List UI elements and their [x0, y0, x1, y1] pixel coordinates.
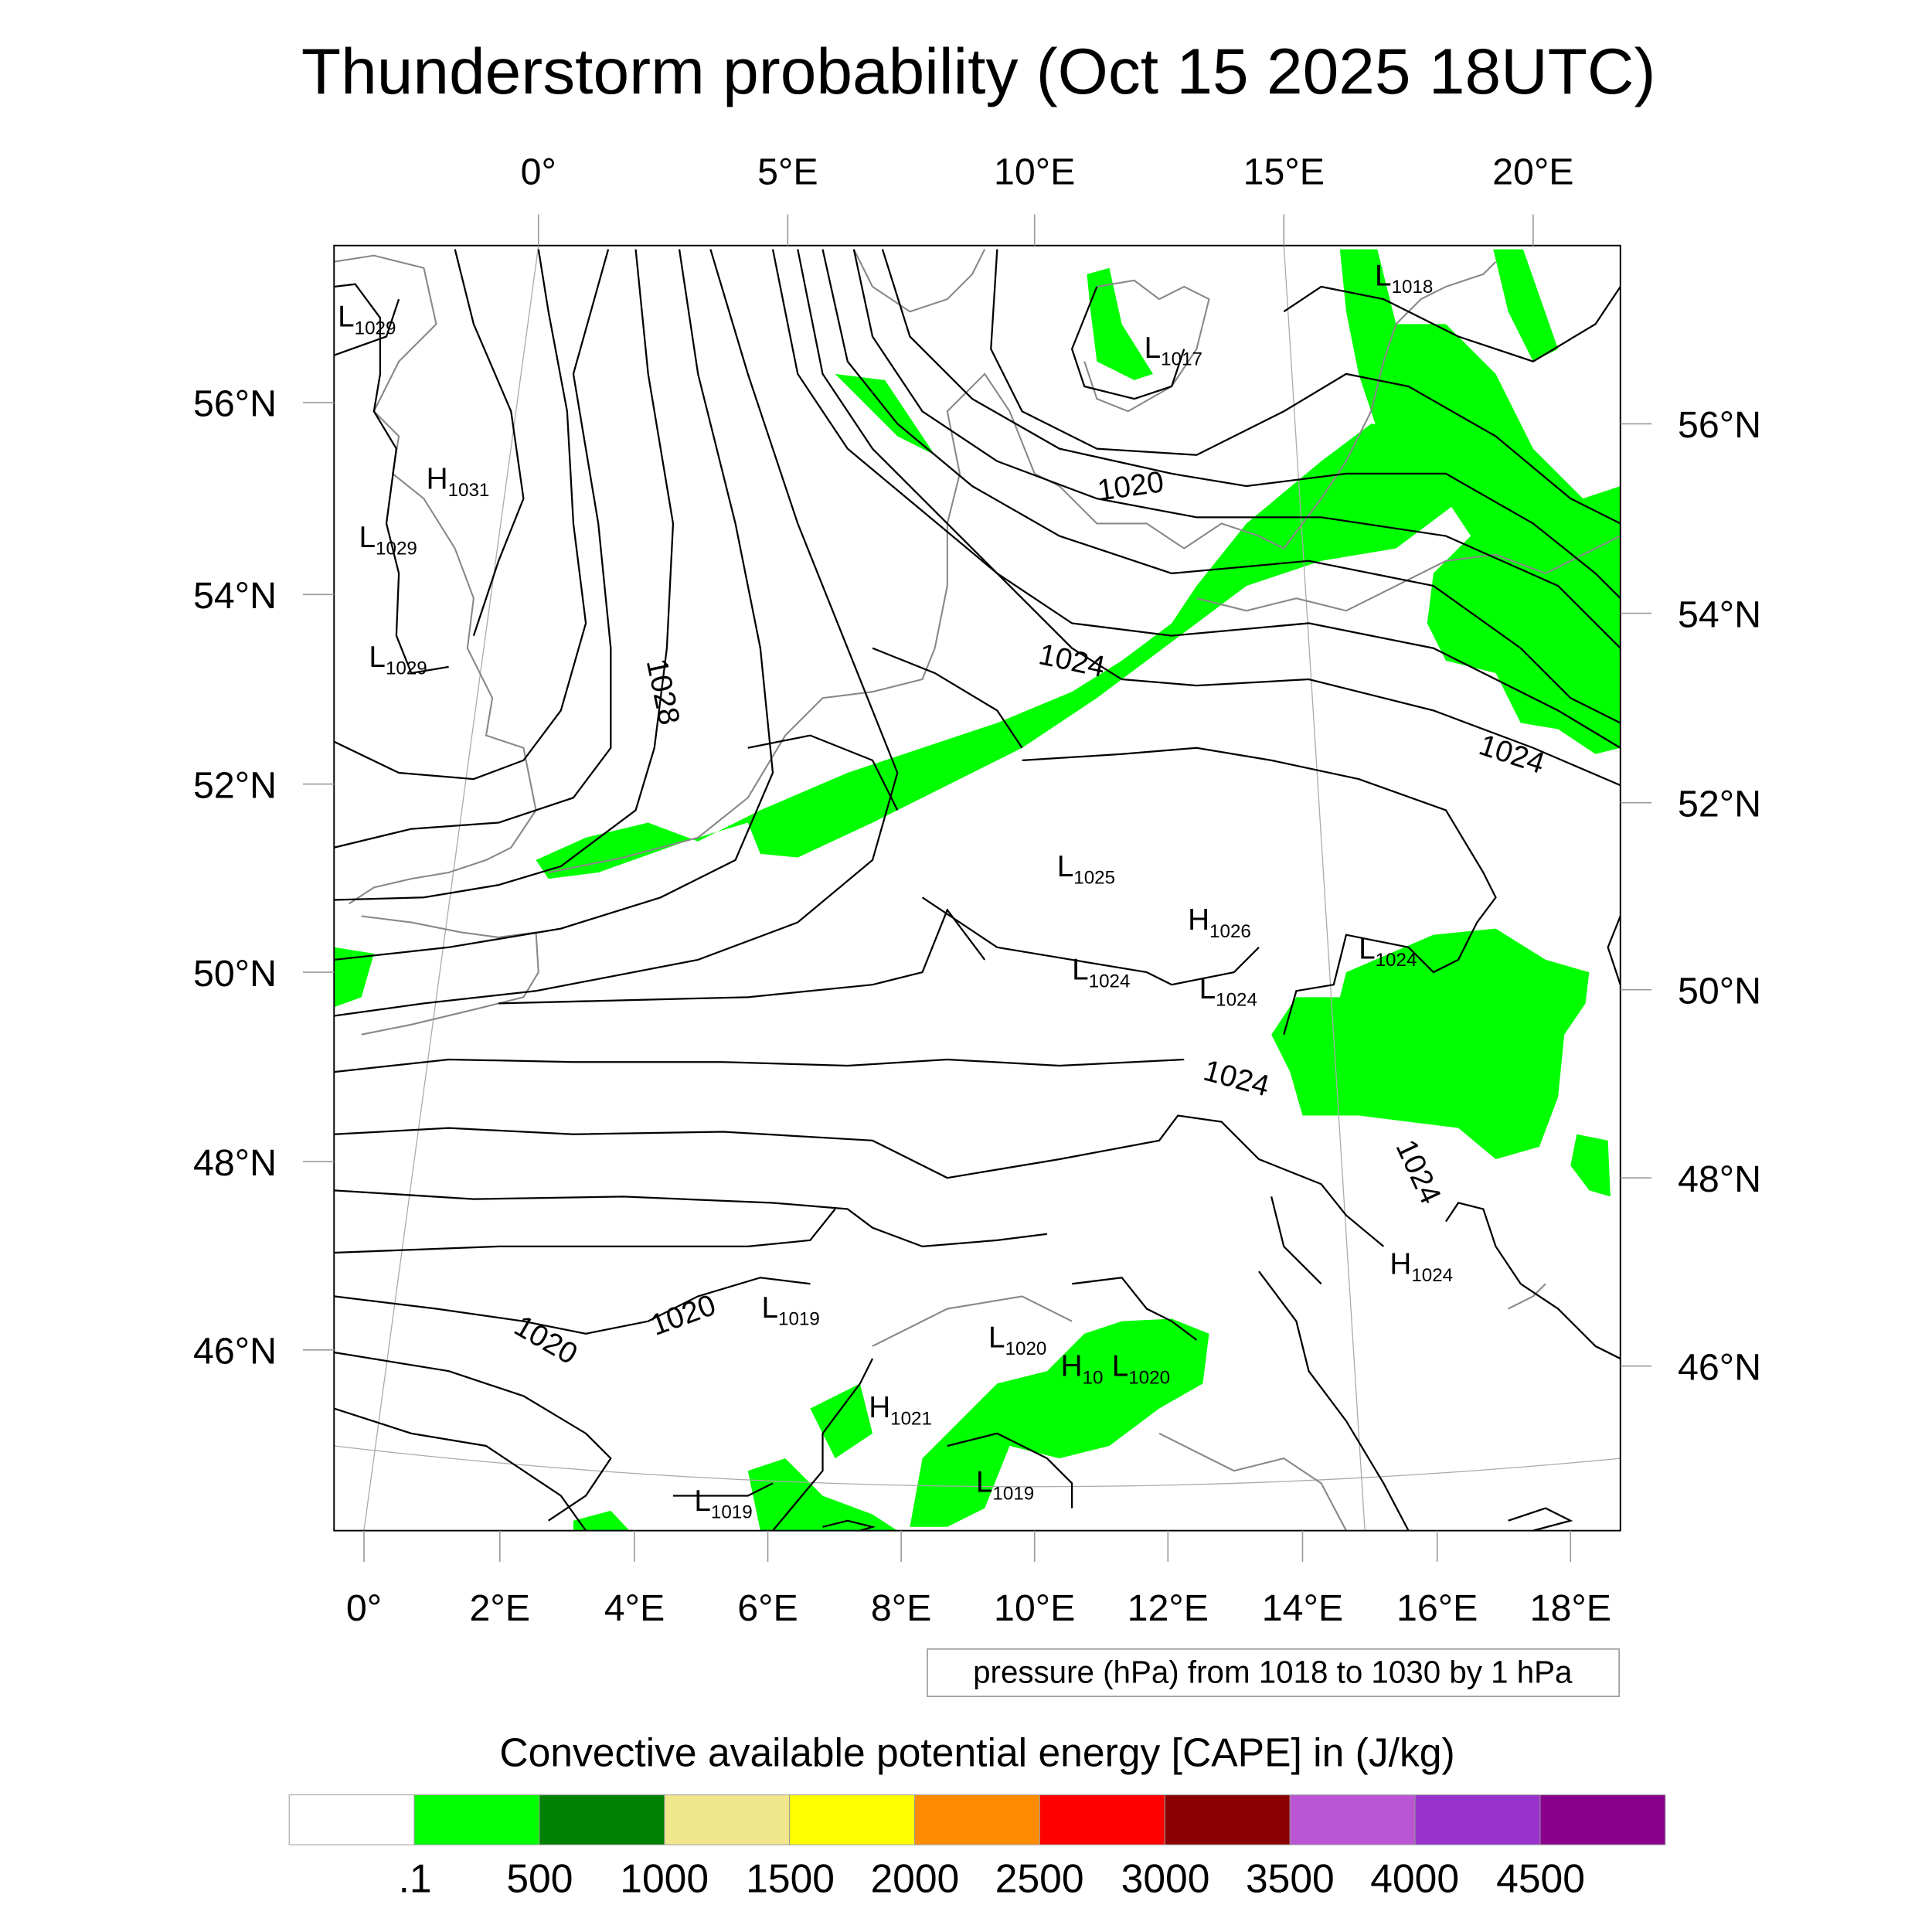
top-lon-label: 15°E [1243, 151, 1325, 193]
cape-area-norway [1087, 267, 1153, 380]
colorbar-swatch [914, 1794, 1040, 1845]
cape-area-far-northeast [1493, 249, 1559, 362]
colorbar-swatch [413, 1794, 540, 1845]
contour-info-text: pressure (hPa) from 1018 to 1030 by 1 hP… [973, 1654, 1573, 1689]
map-frame [333, 244, 1621, 1532]
pressure-center-label: H1026 [1188, 903, 1251, 942]
map-panel [333, 244, 1621, 1532]
pressure-center-label: L1020 [988, 1321, 1046, 1360]
right-lat-label: 54°N [1678, 594, 1761, 635]
colorbar-label: 500 [506, 1855, 573, 1900]
colorbar-label: 2500 [995, 1855, 1084, 1900]
pressure-center-label: L1019 [761, 1291, 819, 1330]
cape-area-baltic-band [536, 423, 1471, 879]
bottom-lon-label: 0° [346, 1587, 382, 1629]
pressure-center-label: H1021 [869, 1391, 932, 1430]
right-lat-label: 56°N [1678, 404, 1761, 446]
top-lon-label: 0° [521, 151, 556, 193]
pressure-center-label: H1024 [1389, 1247, 1453, 1286]
colorbar-label: 3000 [1121, 1855, 1210, 1900]
colorbar-swatch [1164, 1794, 1291, 1845]
pressure-center-label: L1020 [1112, 1350, 1170, 1389]
pressure-center-label: L1029 [359, 521, 417, 560]
colorbar-swatch [1539, 1794, 1666, 1845]
right-lat-label: 46°N [1678, 1346, 1761, 1388]
top-lon-label: 10°E [994, 151, 1075, 193]
right-lat-label: 52°N [1678, 783, 1761, 825]
cape-area-northeast [1339, 249, 1621, 754]
right-lat-label: 50°N [1678, 970, 1761, 1012]
pressure-center-label: L1029 [338, 301, 396, 339]
cape-area-west-edge [334, 947, 374, 1008]
pressure-centers: L1029 H1031 L1029 L1029 L1018 L1017 L102… [338, 259, 1453, 1522]
cape-fill-areas [334, 249, 1621, 1531]
colorbar-swatch [1039, 1794, 1165, 1845]
graticule [334, 245, 1621, 1531]
left-lat-label: 54°N [193, 575, 277, 617]
left-lat-label: 52°N [193, 764, 277, 806]
bottom-lon-label: 4°E [604, 1587, 665, 1629]
colorbar-label: 4000 [1370, 1855, 1459, 1900]
colorbar-label: 3500 [1246, 1855, 1335, 1900]
left-lat-label: 48°N [193, 1142, 277, 1184]
top-lon-label: 20°E [1492, 151, 1573, 193]
cape-area-alps [910, 1318, 1209, 1527]
pressure-center-label: L1018 [1375, 259, 1433, 298]
isobars [333, 249, 1621, 1532]
pressure-center-label: L1024 [1359, 932, 1417, 971]
bottom-lon-label: 10°E [994, 1587, 1075, 1629]
top-lon-label: 5°E [757, 151, 818, 193]
colorbar-swatch [1289, 1794, 1416, 1845]
pressure-center-label: L1025 [1057, 850, 1115, 889]
pressure-center-label: L1024 [1199, 972, 1257, 1011]
right-lat-label: 48°N [1678, 1158, 1761, 1200]
tick-marks [302, 214, 1652, 1562]
top-longitude-labels: 0° 5°E 10°E 15°E 20°E [521, 151, 1574, 193]
pressure-center-label: H10 [1061, 1350, 1104, 1389]
cape-area-east-tail [1570, 1134, 1611, 1197]
pressure-center-label: H1031 [427, 462, 490, 501]
left-lat-label: 56°N [193, 383, 277, 425]
bottom-lon-label: 8°E [871, 1587, 932, 1629]
bottom-lon-label: 18°E [1530, 1587, 1611, 1629]
colorbar-label: 1000 [620, 1855, 709, 1900]
contour-info-box: pressure (hPa) from 1018 to 1030 by 1 hP… [927, 1648, 1620, 1697]
pressure-center-label: L1017 [1145, 332, 1202, 370]
cape-area-south-small [573, 1510, 630, 1531]
bottom-lon-label: 6°E [737, 1587, 798, 1629]
pressure-center-label: L1024 [1072, 954, 1130, 992]
colorbar-swatch [664, 1794, 791, 1845]
colorbar-swatch [288, 1794, 415, 1845]
colorbar-swatch [789, 1794, 916, 1845]
left-lat-label: 46°N [193, 1331, 277, 1372]
bottom-lon-label: 2°E [470, 1587, 531, 1629]
pressure-center-label: L1019 [976, 1466, 1034, 1505]
bottom-lon-label: 14°E [1262, 1587, 1343, 1629]
pressure-center-label: L1019 [694, 1485, 752, 1523]
bottom-longitude-labels: 0° 2°E 4°E 6°E 8°E 10°E 12°E 14°E 16°E 1… [346, 1587, 1611, 1629]
bottom-lon-label: 16°E [1396, 1587, 1478, 1629]
colorbar-labels: .1 500 1000 1500 2000 2500 3000 3500 400… [399, 1855, 1585, 1900]
left-latitude-labels: 56°N 54°N 52°N 50°N 48°N 46°N [193, 383, 277, 1372]
colorbar-title: Convective available potential energy [C… [499, 1730, 1454, 1774]
colorbar-swatch [539, 1794, 665, 1845]
chart-title: Thunderstorm probability (Oct 15 2025 18… [301, 35, 1656, 107]
right-latitude-labels: 56°N 54°N 52°N 50°N 48°N 46°N [1678, 404, 1761, 1388]
left-lat-label: 50°N [193, 953, 277, 995]
cape-area-italy-north [810, 1383, 873, 1459]
pressure-center-label: L1029 [369, 641, 427, 679]
bottom-lon-label: 12°E [1128, 1587, 1209, 1629]
colorbar-label: 4500 [1496, 1855, 1585, 1900]
coastlines [334, 249, 1621, 1532]
colorbar-label: 1500 [746, 1855, 835, 1900]
cape-area-east [1271, 928, 1590, 1159]
colorbar [288, 1794, 1666, 1845]
cape-area-south-west [747, 1458, 898, 1531]
colorbar-swatch [1414, 1794, 1541, 1845]
colorbar-label: 2000 [870, 1855, 959, 1900]
colorbar-label: .1 [399, 1855, 432, 1900]
